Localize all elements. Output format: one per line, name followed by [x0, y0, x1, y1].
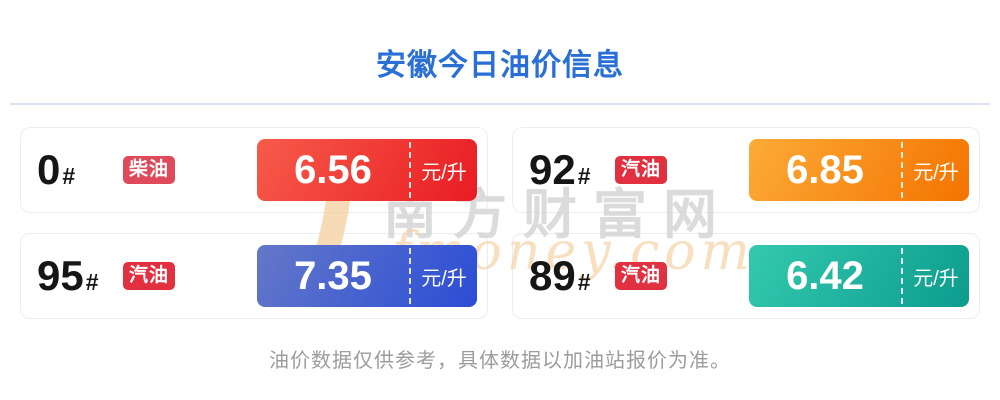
fuel-grade-hash: #	[577, 163, 591, 189]
price-value: 6.56	[294, 147, 372, 192]
price-unit-divider	[901, 142, 903, 198]
price-unit: 元/升	[913, 267, 959, 290]
fuel-grade: 89#	[529, 252, 615, 300]
fuel-card-95-gasoline: 95# 汽油 7.35 元/升	[20, 233, 488, 319]
title-divider	[10, 103, 990, 105]
price-unit: 元/升	[421, 161, 467, 184]
price-unit-divider	[409, 248, 411, 304]
fuel-card-0-diesel: 0# 柴油 6.56 元/升	[20, 127, 488, 213]
fuel-grade-number: 92	[529, 146, 576, 193]
price-value: 6.85	[786, 147, 864, 192]
price-unit-divider	[901, 248, 903, 304]
fuel-card-92-gasoline: 92# 汽油 6.85 元/升	[512, 127, 980, 213]
fuel-grade: 0#	[37, 146, 123, 194]
price-block: 6.42 元/升	[749, 245, 969, 307]
fuel-grade-hash: #	[85, 269, 99, 295]
fuel-type-badge: 汽油	[615, 156, 668, 184]
price-unit: 元/升	[421, 267, 467, 290]
price-block: 6.56 元/升	[257, 139, 477, 201]
price-value: 6.42	[786, 253, 864, 298]
disclaimer-text: 油价数据仅供参考，具体数据以加油站报价为准。	[269, 350, 731, 372]
fuel-grade-number: 95	[37, 252, 84, 299]
price-block: 7.35 元/升	[257, 245, 477, 307]
fuel-grade: 92#	[529, 146, 615, 194]
fuel-grade: 95#	[37, 252, 123, 300]
fuel-grade-number: 89	[529, 252, 576, 299]
price-unit-divider	[409, 142, 411, 198]
fuel-price-grid: 0# 柴油 6.56 元/升 92# 汽油 6.85 元/升 95# 汽油 7.…	[20, 127, 980, 319]
fuel-type-badge: 柴油	[123, 156, 176, 184]
price-unit: 元/升	[913, 161, 959, 184]
price-block: 6.85 元/升	[749, 139, 969, 201]
fuel-type-badge: 汽油	[123, 262, 176, 290]
price-value: 7.35	[294, 253, 372, 298]
fuel-grade-hash: #	[62, 163, 76, 189]
page-title: 安徽今日油价信息	[376, 49, 624, 82]
fuel-grade-hash: #	[577, 269, 591, 295]
fuel-card-89-gasoline: 89# 汽油 6.42 元/升	[512, 233, 980, 319]
fuel-type-badge: 汽油	[615, 262, 668, 290]
fuel-grade-number: 0	[37, 146, 61, 193]
